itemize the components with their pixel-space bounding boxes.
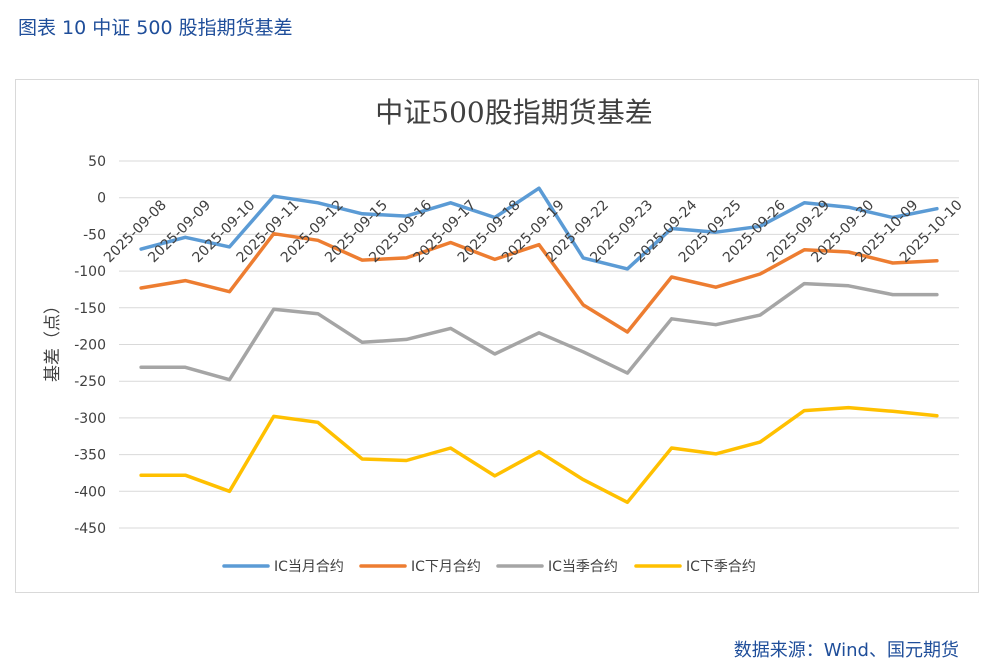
series-line-IC下季合约 bbox=[139, 405, 939, 505]
y-tick-label: -350 bbox=[74, 448, 106, 464]
y-axis-label: 基差（点） bbox=[43, 297, 63, 382]
legend-label: IC下季合约 bbox=[686, 559, 756, 575]
y-tick-label: -300 bbox=[74, 411, 106, 427]
series-line-IC当季合约 bbox=[139, 281, 939, 382]
series-line-IC下月合约 bbox=[139, 231, 939, 334]
y-tick-label: 50 bbox=[88, 154, 106, 170]
figure-caption: 图表 10 中证 500 股指期货基差 bbox=[18, 17, 293, 39]
y-tick-label: 0 bbox=[97, 191, 106, 207]
y-tick-label: -50 bbox=[83, 227, 106, 243]
y-tick-label: -150 bbox=[74, 301, 106, 317]
y-tick-label: -450 bbox=[74, 521, 106, 537]
y-tick-label: -400 bbox=[74, 484, 106, 500]
line-chart: 中证500股指期货基差 50 0 -50 -100 -150 -200 -250 -300 -35… bbox=[43, 96, 966, 575]
source-note: 数据来源：Wind、国元期货 bbox=[733, 640, 959, 661]
y-tick-label: -200 bbox=[74, 338, 106, 354]
series-line-IC当月合约 bbox=[139, 186, 939, 271]
y-tick-label: -250 bbox=[74, 374, 106, 390]
legend-label: IC当月合约 bbox=[274, 559, 344, 575]
y-tick-label: -100 bbox=[74, 264, 106, 280]
chart-title: 中证500股指期货基差 bbox=[375, 96, 652, 129]
legend-label: IC当季合约 bbox=[548, 559, 618, 575]
chart-frame: 中证500股指期货基差 50 0 -50 -100 -150 -200 -250 -300 -35… bbox=[15, 79, 979, 593]
legend-label: IC下月合约 bbox=[411, 559, 481, 575]
